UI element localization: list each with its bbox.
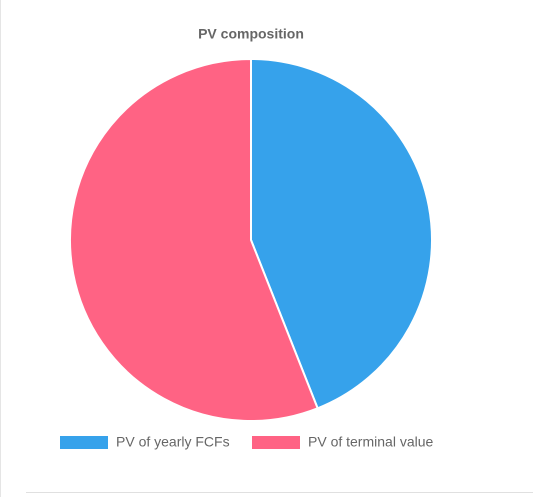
pie-slice — [250, 57, 433, 410]
legend-label[interactable]: PV of yearly FCFs — [116, 434, 230, 450]
legend: PV of yearly FCFs PV of terminal value — [60, 434, 433, 450]
pie-slice — [69, 57, 319, 422]
legend-label[interactable]: PV of terminal value — [308, 434, 433, 450]
chart-title: PV composition — [198, 26, 304, 42]
legend-swatch[interactable] — [252, 436, 300, 449]
legend-swatch[interactable] — [60, 436, 108, 449]
pie — [69, 57, 433, 422]
